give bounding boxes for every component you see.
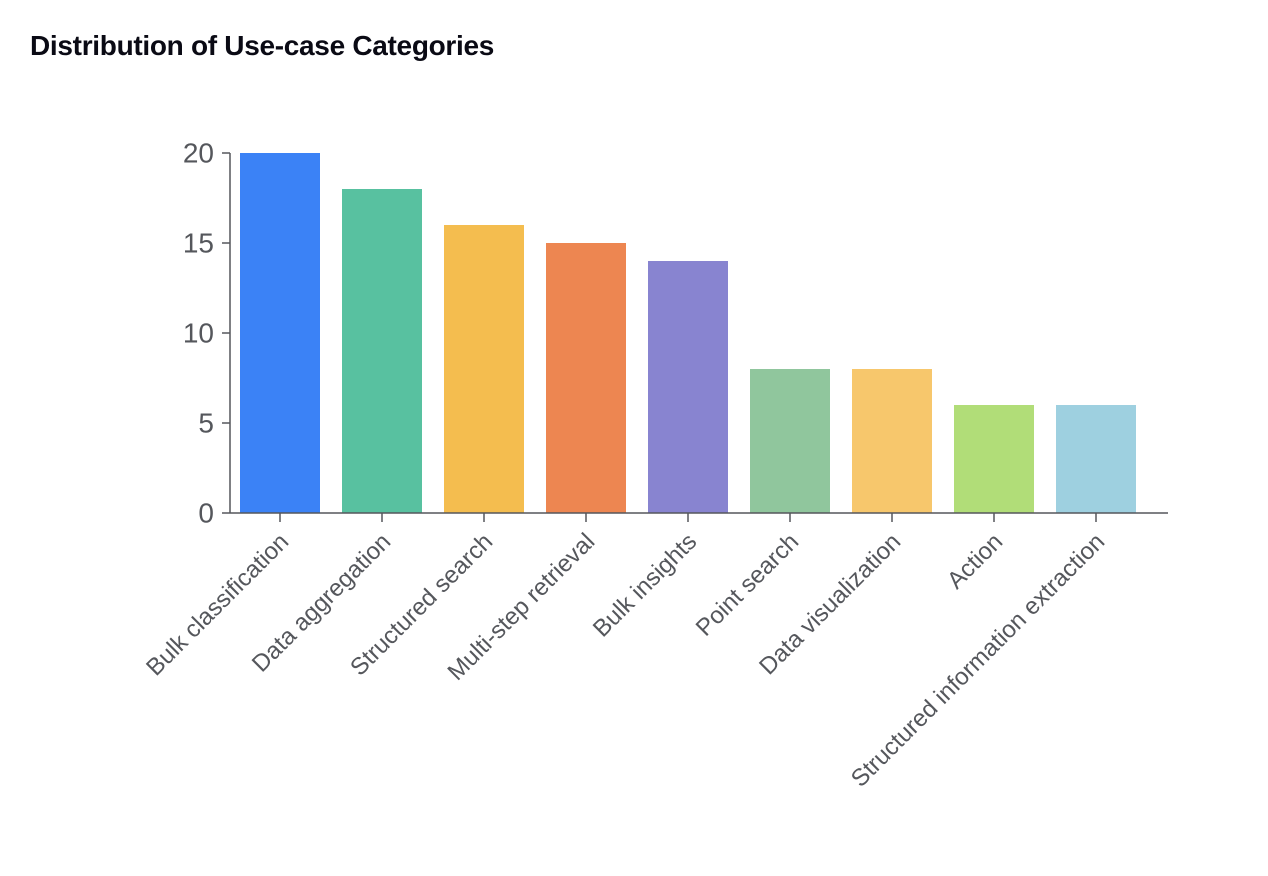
bar (954, 405, 1034, 513)
bar (852, 369, 932, 513)
y-axis: 0 5 10 15 20 (183, 138, 231, 529)
x-tick-label: Bulk insights (588, 528, 702, 642)
bar (750, 369, 830, 513)
bar (546, 243, 626, 513)
bar (444, 225, 524, 513)
bar (648, 261, 728, 513)
y-tick-label: 15 (183, 228, 214, 259)
bars (240, 153, 1136, 513)
y-tick-label: 10 (183, 318, 214, 349)
bar (1056, 405, 1136, 513)
y-tick-label: 0 (198, 498, 214, 529)
chart-title: Distribution of Use-case Categories (30, 30, 495, 61)
x-tick-label: Point search (691, 528, 804, 641)
bar (240, 153, 320, 513)
y-tick-label: 20 (183, 138, 214, 169)
bar (342, 189, 422, 513)
x-tick-label: Action (942, 528, 1008, 594)
y-tick-label: 5 (198, 408, 214, 439)
